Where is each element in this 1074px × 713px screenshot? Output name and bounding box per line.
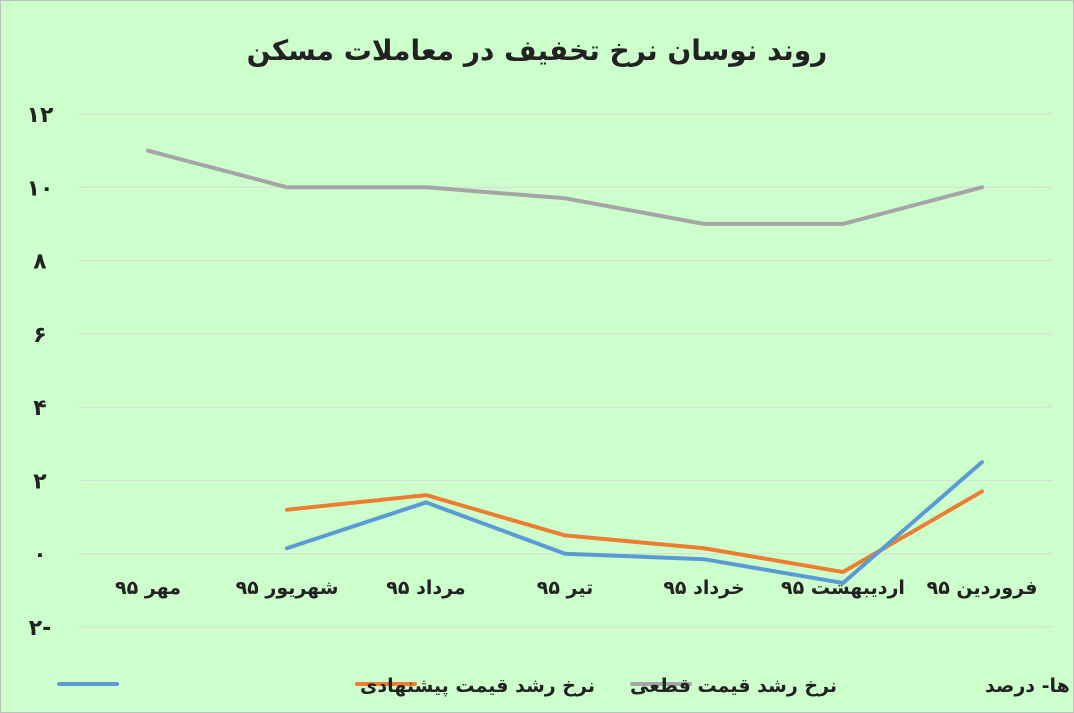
gridlines	[78, 113, 1052, 628]
y-tick-label: ۸	[33, 250, 47, 275]
legend-label: نرخ تخفیف فروشنده ها- درصد	[985, 675, 1074, 697]
x-tick-label: مهر ۹۵	[115, 577, 181, 599]
y-tick-label: ۰	[33, 543, 46, 568]
legend-label: نرخ رشد قیمت پیشنهادی	[360, 675, 595, 697]
x-axis-ticks: فروردین ۹۵ اردیبهشت ۹۵ خرداد ۹۵ تیر ۹۵ مرداد…	[115, 577, 1037, 599]
x-tick-label: تیر ۹۵	[537, 577, 594, 599]
x-tick-label: مرداد ۹۵	[386, 577, 465, 599]
legend-item: نرخ تخفیف فروشنده ها- درصد	[630, 675, 1074, 697]
series-line-1	[146, 148, 984, 226]
legend-item: نرخ رشد قیمت پیشنهادی	[57, 675, 595, 697]
y-axis-ticks: ۱۲ ۱۰ ۸ ۶ ۴ ۲ ۰ ۲-	[27, 103, 54, 641]
legend-item: نرخ رشد قیمت قطعی	[354, 675, 837, 697]
y-tick-label: ۲-	[29, 616, 52, 641]
x-tick-label: خرداد ۹۵	[663, 577, 744, 599]
chart-title: روند نوسان نرخ تخفیف در معاملات مسکن	[247, 34, 828, 67]
series-line-2	[285, 489, 984, 575]
y-tick-label: ۲	[33, 469, 47, 494]
y-tick-label: ۶	[33, 323, 46, 348]
x-tick-label: اردیبهشت ۹۵	[781, 577, 905, 599]
series-lines	[146, 148, 984, 586]
y-tick-label: ۱۰	[27, 176, 54, 201]
x-tick-label: فروردین ۹۵	[927, 577, 1038, 599]
x-tick-label: شهریور ۹۵	[236, 577, 339, 599]
legend: نرخ تخفیف فروشنده ها- درصد نرخ رشد قیمت ق…	[57, 675, 1074, 697]
y-tick-label: ۱۲	[27, 103, 54, 128]
series-line-3	[285, 460, 984, 586]
y-tick-label: ۴	[33, 396, 46, 421]
legend-label: نرخ رشد قیمت قطعی	[630, 675, 837, 697]
